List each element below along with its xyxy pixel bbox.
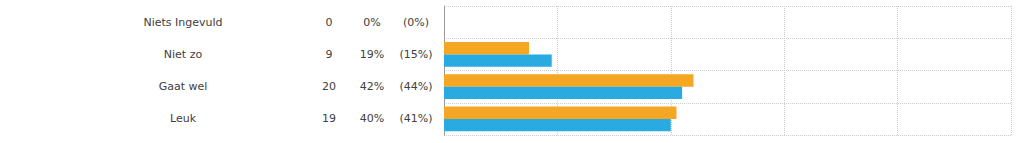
svg-text:42%: 42% bbox=[360, 80, 384, 93]
svg-text:0%: 0% bbox=[363, 16, 380, 29]
svg-text:(15%): (15%) bbox=[399, 48, 432, 61]
svg-text:(0%): (0%) bbox=[403, 16, 429, 29]
svg-text:(44%): (44%) bbox=[399, 80, 432, 93]
svg-text:Gaat wel: Gaat wel bbox=[159, 80, 208, 93]
svg-text:(41%): (41%) bbox=[399, 112, 432, 125]
svg-text:0: 0 bbox=[326, 16, 333, 29]
svg-text:Leuk: Leuk bbox=[170, 112, 197, 125]
svg-text:Niets Ingevuld: Niets Ingevuld bbox=[143, 16, 222, 29]
svg-text:Niet zo: Niet zo bbox=[164, 48, 203, 61]
svg-text:9: 9 bbox=[326, 48, 333, 61]
svg-text:19%: 19% bbox=[360, 48, 384, 61]
svg-text:19: 19 bbox=[322, 112, 336, 125]
svg-text:20: 20 bbox=[322, 80, 336, 93]
svg-text:40%: 40% bbox=[360, 112, 384, 125]
